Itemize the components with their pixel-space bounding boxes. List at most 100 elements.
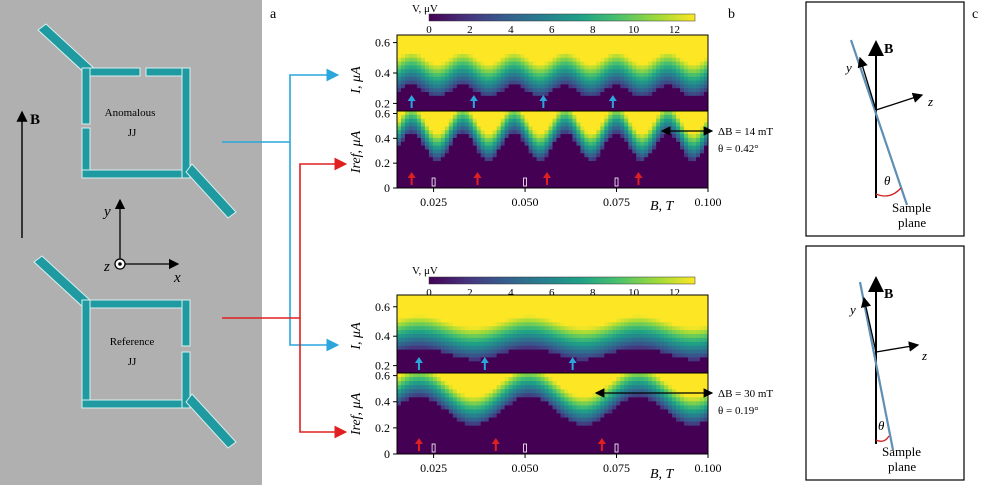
heatmap-cell [420,377,426,382]
heatmap-cell [636,326,641,331]
heatmap-cell [640,103,645,108]
heatmap-cell [532,164,538,170]
heatmap-cell [532,50,538,55]
heatmap-cell [472,164,478,170]
heatmap-cell [700,164,705,170]
heatmap-cell [400,118,406,124]
heatmap-cell [484,61,490,66]
heatmap-cell [436,433,442,439]
heatmap-cell [656,295,661,300]
heatmap-cell [404,373,410,378]
heatmap-cell [572,54,578,59]
heatmap-cell [468,176,474,181]
heatmap-cell [524,318,530,323]
heatmap-cell [692,365,697,370]
heatmap-cell [548,73,554,78]
heatmap-cell [596,314,601,319]
heatmap-cell [576,161,582,166]
heatmap-cell [428,405,434,411]
heatmap-cell [420,314,426,319]
heatmap-cell [556,141,562,147]
heatmap-cell [428,334,434,339]
heatmap-cell [412,69,418,74]
heatmap-cell [452,111,458,116]
heatmap-cell [672,153,677,158]
heatmap-cell [584,353,589,358]
heatmap-cell [428,118,434,124]
heatmap-cell [420,164,426,170]
heatmap-cell [660,330,665,335]
heatmap-cell [648,161,653,166]
heatmap-cell [500,61,506,66]
heatmap-cell [436,417,442,423]
heatmap-cell [624,130,629,135]
heatmap-cell [492,184,498,188]
heatmap-cell [476,137,482,143]
heatmap-cell [664,50,669,55]
heatmap-cell [452,349,458,355]
heatmap-cell [568,84,574,89]
heatmap-cell [704,168,708,174]
heatmap-cell [520,137,526,143]
heatmap-cell [544,92,550,97]
heatmap-cell [400,114,406,120]
heatmap-cell [452,61,458,66]
heatmap-cell [648,353,653,358]
heatmap-cell [460,334,466,339]
heatmap-cell [404,361,410,366]
heatmap-cell [504,118,510,124]
heatmap-cell [452,295,458,300]
heatmap-cell [440,61,446,66]
heatmap-cell [460,73,466,78]
heatmap-cell [496,365,502,370]
heatmap-cell [528,122,534,127]
heatmap-cell [648,130,653,135]
heatmap-cell [476,180,482,185]
heatmap-cell [544,153,550,158]
heatmap-cell [620,103,625,108]
heatmap-cell [664,35,669,40]
heatmap-cell [604,314,609,319]
heatmap-cell [632,38,637,44]
heatmap-cell [676,46,681,51]
heatmap-cell [508,130,514,135]
heatmap-cell [480,46,486,51]
heatmap-cell [476,103,482,108]
heatmap-cell [504,337,510,343]
heatmap-cell [412,405,418,411]
heatmap-cell [596,54,601,59]
heatmap-cell [704,295,708,300]
heatmap-cell [692,38,697,44]
heatmap-cell [460,118,466,124]
heatmap-cell [424,381,430,386]
heatmap-cell [512,172,518,178]
heatmap-cell [516,161,522,166]
heatmap-cell [616,334,621,339]
heatmap-cell [512,145,518,151]
heatmap-cell [592,57,597,63]
heatmap-cell [480,107,486,111]
heatmap-cell [596,161,601,166]
heatmap-cell [604,361,609,366]
heatmap-cell [544,310,550,316]
heatmap-cell [628,341,633,347]
heatmap-cell [516,130,522,135]
heatmap-cell [452,122,458,127]
heatmap-cell [397,118,402,124]
heatmap-cell [612,153,617,158]
heatmap-cell [560,326,566,331]
heatmap-cell [524,76,530,82]
heatmap-cell [552,349,558,355]
heatmap-cell [588,357,593,362]
heatmap-cell [400,373,406,378]
heatmap-cell [608,118,613,124]
heatmap-cell [640,180,645,185]
heatmap-cell [432,353,438,358]
heatmap-cell [408,141,414,147]
heatmap-cell [612,46,617,51]
heatmap-cell [452,145,458,151]
heatmap-cell [580,69,585,74]
heatmap-cell [488,180,494,185]
heatmap-cell [500,322,506,327]
heatmap-cell [656,54,661,59]
